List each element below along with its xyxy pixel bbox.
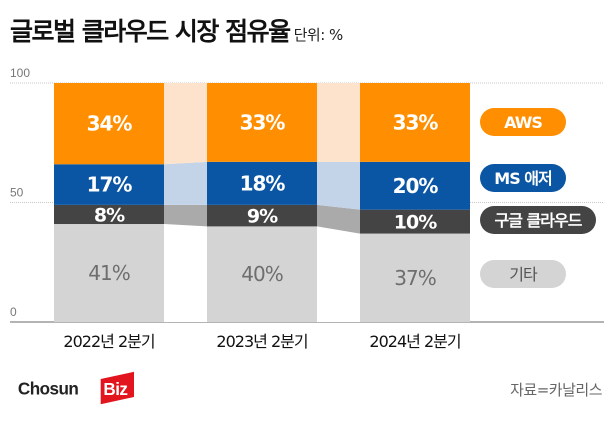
x-axis-ticks: 2022년 2분기 2023년 2분기 2024년 2분기: [63, 332, 461, 351]
connector-0-0: [164, 224, 207, 322]
y-axis-ticks: 100 50 0: [10, 66, 30, 319]
bar-segment: [360, 161, 470, 210]
bar-segment: [54, 224, 164, 322]
y-tick-label: 50: [10, 186, 24, 200]
connector-1-1: [317, 204, 360, 234]
unit-label: 단위: %: [293, 26, 344, 44]
bar-segment: [54, 204, 164, 225]
legend-pill: [480, 164, 566, 192]
connector-3-1: [317, 83, 360, 162]
connector-3-0: [164, 83, 207, 165]
data-label: 17%: [87, 173, 133, 197]
data-label: 10%: [394, 212, 437, 234]
data-label: 18%: [240, 171, 286, 195]
data-label: 8%: [94, 204, 125, 226]
legend-pill: [480, 108, 566, 136]
connector-0-1: [317, 226, 360, 322]
data-label: 33%: [393, 110, 439, 134]
logo-text-chosun: Chosun: [18, 379, 78, 398]
x-tick-label: 2022년 2분기: [63, 332, 154, 351]
legend-pill: [480, 206, 596, 234]
bar-segment: [207, 83, 317, 162]
chart-title: 글로벌 클라우드 시장 점유율 단위: %: [10, 12, 343, 48]
data-label: 20%: [393, 174, 439, 198]
data-label: 33%: [240, 110, 286, 134]
source-note: 자료=카날리스: [510, 381, 602, 399]
chosunbiz-logo: Chosun Biz: [18, 371, 134, 405]
data-label: 34%: [87, 112, 133, 136]
bars: [54, 83, 470, 322]
logo-red-banner: [100, 371, 134, 405]
logo-text-biz: Biz: [103, 380, 127, 399]
chart-title-text: 글로벌 클라우드 시장 점유율: [10, 17, 291, 46]
bar-segment: [54, 164, 164, 205]
data-label: 40%: [241, 262, 282, 286]
bar-segment: [360, 83, 470, 162]
data-label: 37%: [394, 266, 435, 290]
x-tick-label: 2024년 2분기: [369, 332, 460, 351]
x-tick-label: 2023년 2분기: [216, 332, 307, 351]
connector-2-1: [317, 161, 360, 210]
legend-label: MS 애저: [494, 169, 552, 188]
legend-pill: [480, 260, 566, 288]
connector-2-0: [164, 161, 207, 205]
bar-segment: [207, 226, 317, 322]
bar-segment: [207, 161, 317, 205]
legend-label: AWS: [504, 113, 542, 132]
legend: 기타 구글 클라우드 MS 애저 AWS: [480, 108, 596, 288]
data-label: 9%: [247, 206, 278, 228]
y-tick-label: 0: [10, 305, 17, 319]
data-label: 41%: [88, 261, 129, 285]
bar-segment: [360, 209, 470, 234]
bar-segment: [207, 204, 317, 227]
y-tick-label: 100: [10, 66, 30, 80]
legend-label: 구글 클라우드: [495, 211, 583, 230]
connector-1-0: [164, 204, 207, 227]
legend-label: 기타: [509, 265, 538, 284]
bar-segment: [360, 233, 470, 322]
bar-segment: [54, 83, 164, 165]
data-labels: 41% 8% 17% 34% 40% 9% 18% 33% 37% 10% 20% 33%: [87, 110, 440, 290]
series-connectors: [164, 83, 360, 322]
